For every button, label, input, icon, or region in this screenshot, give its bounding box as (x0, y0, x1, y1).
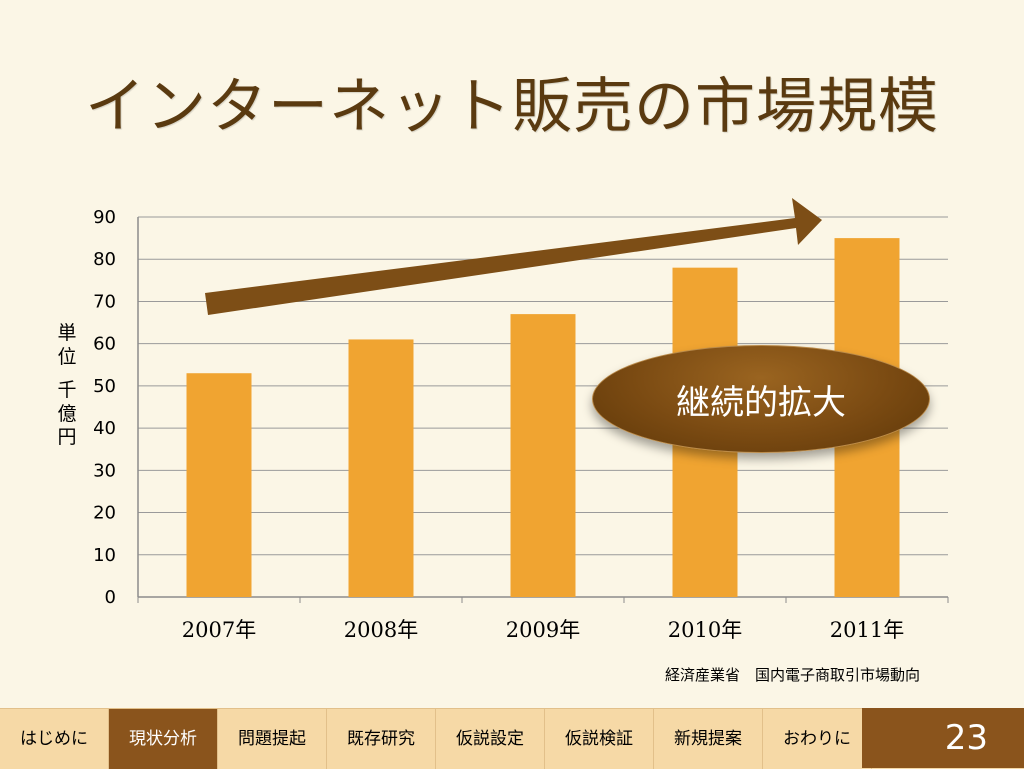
x-tick-label: 2010年 (668, 618, 742, 642)
nav-item-conclusion[interactable]: おわりに (763, 709, 872, 769)
y-tick-label: 20 (93, 503, 116, 524)
y-tick-label: 0 (105, 587, 116, 608)
x-tick-label: 2007年 (182, 618, 256, 642)
y-tick-label: 10 (93, 545, 116, 566)
bar-chart: 0 10 20 30 40 50 60 70 80 90 2007年 2008年 2009年 2010年… (93, 198, 949, 642)
slide-title: インターネット販売の市場規模 (85, 72, 939, 142)
y-tick-label: 40 (93, 418, 116, 439)
section-nav: はじめに 現状分析 問題提起 既存研究 仮説設定 仮説検証 新規提案 おわりに (0, 708, 1024, 769)
nav-item-problem[interactable]: 問題提起 (218, 709, 327, 769)
y-axis-label: 単 位 千 億 円 (52, 322, 82, 450)
y-tick-label: 80 (93, 249, 116, 270)
trend-arrow (205, 198, 822, 315)
ylabel-char: 千 (57, 379, 77, 401)
trend-badge: 継続的拡大 (592, 345, 930, 453)
nav-item-hypothesis[interactable]: 仮説設定 (436, 709, 545, 769)
x-tick-label: 2009年 (506, 618, 580, 642)
trend-arrow-shape (205, 198, 822, 315)
nav-item-verification[interactable]: 仮説検証 (545, 709, 654, 769)
ylabel-char: 単 (57, 322, 77, 344)
page-number: 23 (862, 708, 1024, 768)
trend-badge-label: 継続的拡大 (676, 382, 846, 423)
x-tick-label: 2011年 (830, 618, 904, 642)
ylabel-char: 円 (57, 426, 77, 448)
nav-item-prior-research[interactable]: 既存研究 (327, 709, 436, 769)
bar (186, 373, 252, 597)
nav-item-proposal[interactable]: 新規提案 (654, 709, 763, 769)
y-tick-label: 50 (93, 376, 116, 397)
y-tick-label: 90 (93, 207, 116, 228)
x-axis-labels: 2007年 2008年 2009年 2010年 2011年 (182, 618, 904, 642)
ylabel-char: 位 (57, 345, 77, 368)
nav-item-current-analysis[interactable]: 現状分析 (109, 709, 218, 769)
y-tick-label: 60 (93, 334, 116, 355)
bar (348, 339, 414, 597)
ylabel-char: 億 (57, 402, 77, 425)
nav-item-intro[interactable]: はじめに (0, 709, 109, 769)
x-tick-label: 2008年 (344, 618, 418, 642)
y-axis-ticks: 0 10 20 30 40 50 60 70 80 90 (93, 207, 116, 608)
bar (510, 314, 576, 597)
source-citation: 経済産業省 国内電子商取引市場動向 (664, 666, 920, 684)
y-tick-label: 70 (93, 291, 116, 312)
y-tick-label: 30 (93, 460, 116, 481)
